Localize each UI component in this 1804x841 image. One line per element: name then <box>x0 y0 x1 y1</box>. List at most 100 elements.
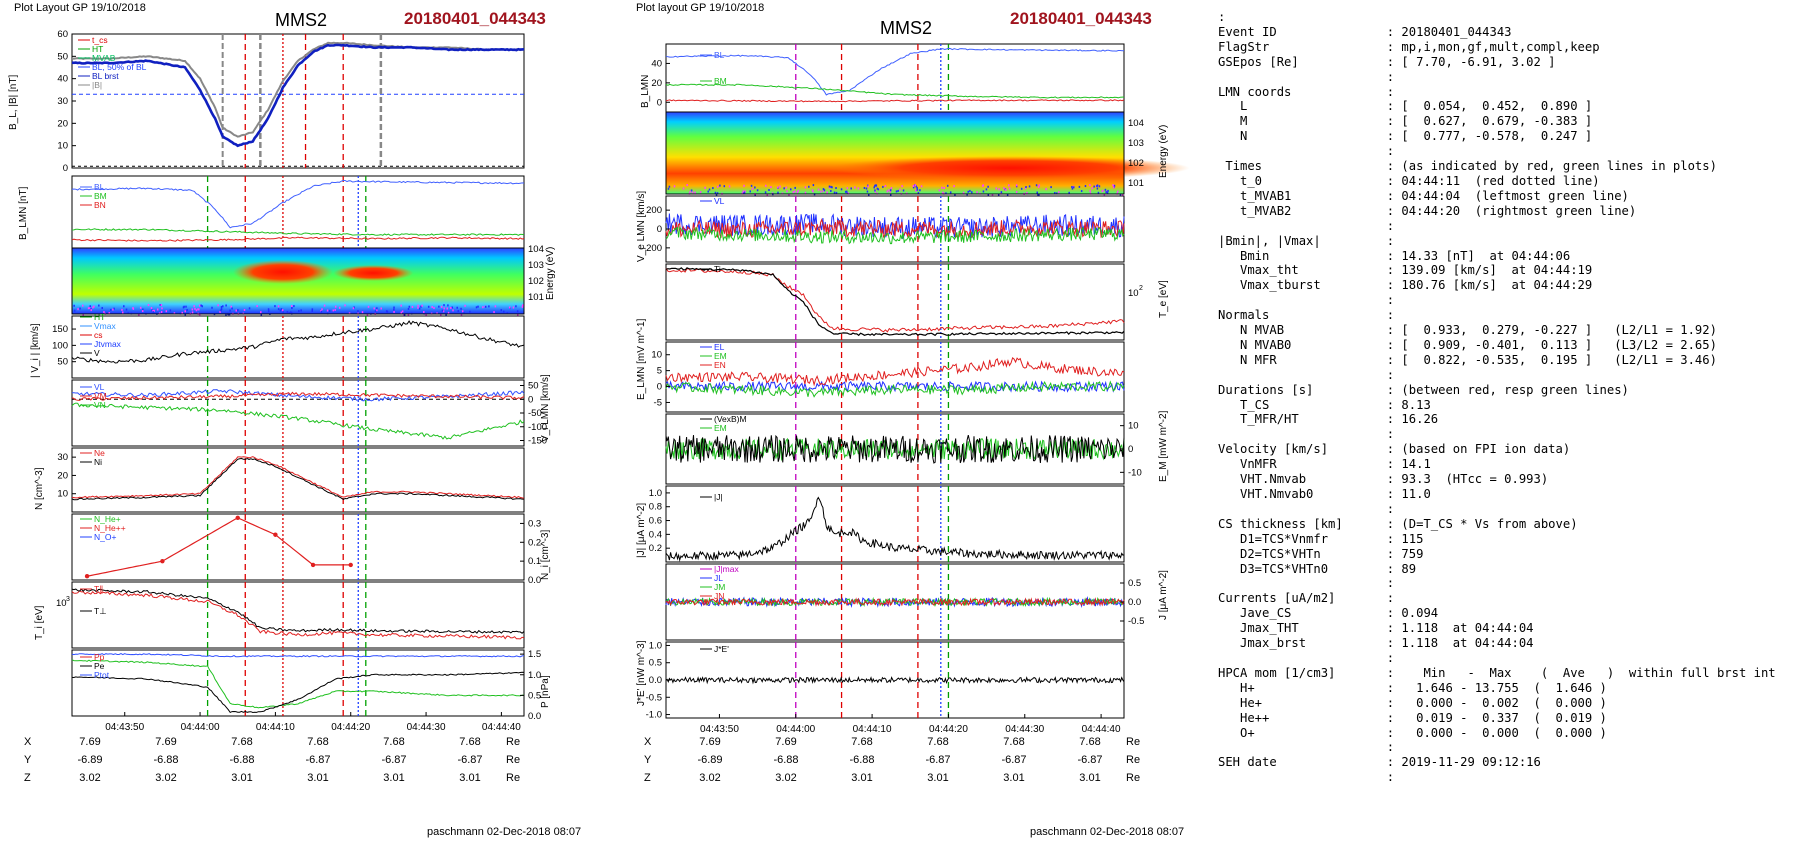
right-p2-spectrogram-speckle <box>751 187 754 190</box>
left-p3-spectrogram-speckle <box>92 306 94 309</box>
right-p9-ticklabel: -0.5 <box>646 692 662 703</box>
left-p3-spectrogram-speckle <box>508 306 511 309</box>
right-p2-spectrogram-speckle <box>846 187 849 190</box>
ephemeris-value: 7.68 <box>231 736 253 748</box>
left-p7-ticklabel: 0.2 <box>528 537 541 548</box>
right-p2-spectrogram-speckle <box>690 189 693 192</box>
info-line: LMN coords : <box>1218 84 1395 99</box>
ephemeris-value: 3.02 <box>155 772 177 784</box>
right-p2-spectrogram-speckle <box>673 185 676 188</box>
series-en <box>665 357 1125 387</box>
ephemeris-unit: Re <box>506 736 521 748</box>
right-p2-spectrogram-speckle <box>1096 187 1099 190</box>
right-p2-spectrogram-speckle <box>1091 187 1093 190</box>
left-p3-spectrogram-speckle <box>173 312 176 315</box>
right-p2-spectrogram-speckle <box>847 192 850 195</box>
right-p2-spectrogram-speckle <box>781 192 784 195</box>
right-p2-spectrogram-speckle <box>867 193 870 196</box>
left-p3-spectrogram-speckle <box>230 305 233 308</box>
left-p3-spectrogram-speckle <box>431 306 433 309</box>
left-time-axis-ticklabel: 04:43:50 <box>105 722 144 733</box>
series-v <box>71 320 525 364</box>
left-p3-spectrogram-speckle <box>267 310 270 313</box>
right-p7-ticklabel: 0.8 <box>649 502 662 513</box>
right-p2-spectrogram-speckle <box>895 190 898 193</box>
left-p4-legend-entry: HT <box>94 312 105 322</box>
right-p2-spectrogram-speckle <box>817 188 820 191</box>
right-p2-spectrogram-speckle <box>1078 185 1081 188</box>
left-p3-spectrogram-speckle <box>121 311 124 314</box>
left-p3-spectrogram-speckle <box>407 307 410 310</box>
right-p2-spectrogram-speckle <box>797 189 799 192</box>
left-p3-spectrogram-speckle <box>235 309 237 312</box>
right-p2-spectrogram-speckle <box>1000 192 1002 195</box>
right-p7-frame <box>665 485 1125 563</box>
left-p3-spectrogram-speckle <box>500 309 503 312</box>
right-p3-ticklabel: -200 <box>643 243 662 254</box>
right-time-axis-ticklabel: 04:44:10 <box>853 724 892 735</box>
left-p3-spectrogram-speckle <box>460 307 462 310</box>
right-p2-spectrogram-speckle <box>777 191 779 194</box>
right-p2-spectrogram-speckle <box>991 193 994 196</box>
right-p2-spectrogram-speckle <box>741 192 744 195</box>
left-p3-spectrogram-speckle <box>450 306 452 309</box>
right-p2-spectrogram-speckle <box>1015 185 1018 188</box>
series-vm <box>71 391 525 401</box>
ephemeris-value: 7.69 <box>79 736 101 748</box>
left-p4-legend-entry: cs <box>94 330 103 340</box>
left-p3-spectrogram-speckle <box>165 310 168 313</box>
left-p3-spectrogram-speckle <box>138 313 140 316</box>
info-line: Vmax_tburst : 180.76 [km/s] at 04:44:29 <box>1218 278 1593 293</box>
left-p3-spectrogram-speckle <box>493 311 495 314</box>
right-p7-ticklabel: 1.0 <box>649 488 662 499</box>
left-p5-legend-entry: VL <box>94 382 105 392</box>
right-p2-spectrogram-speckle <box>886 190 889 193</box>
right-p2-spectrogram-speckle <box>768 189 770 192</box>
left-p3-spectrogram-speckle <box>438 305 440 308</box>
right-p2-spectrogram-speckle <box>714 191 717 194</box>
left-p3-spectrogram-speckle <box>225 313 227 316</box>
right-p2-spectrogram-speckle <box>874 189 876 192</box>
ephemeris-row-label: Z <box>644 772 651 784</box>
right-p2-spectrogram-background <box>666 112 1124 194</box>
right-p2-spectrogram-speckle <box>712 187 714 190</box>
left-p3-spectrogram-speckle <box>127 311 129 314</box>
right-p2-spectrogram-speckle <box>822 188 825 191</box>
left-p4-ticklabel: 150 <box>52 324 68 335</box>
left-footer: paschmann 02-Dec-2018 08:07 <box>427 826 582 838</box>
left-p3-spectrogram-speckle <box>260 311 262 314</box>
left-p3-spectrogram-speckle <box>366 313 369 316</box>
left-p3-spectrogram-speckle <box>393 308 395 311</box>
info-line: : <box>1218 501 1395 516</box>
right-p2-spectrogram-speckle <box>792 191 795 194</box>
ephemeris-row-label: Y <box>24 754 32 766</box>
right-p2-ticklabel: 101 <box>1128 178 1144 189</box>
info-line: Times : (as indicated by red, green line… <box>1218 159 1717 174</box>
right-p2-spectrogram-speckle <box>686 184 688 187</box>
left-p3-spectrogram-speckle <box>291 304 293 307</box>
left-p3-spectrogram-speckle <box>517 313 519 316</box>
left-p3-spectrogram-speckle <box>182 306 185 309</box>
right-p1-ylabel: B_LMN <box>640 74 651 108</box>
info-line: N MVAB0 : [ 0.909, -0.401, 0.113 ] (L3/L… <box>1218 337 1717 352</box>
left-p3-spectrogram-speckle <box>147 304 150 307</box>
right-p2-spectrogram-speckle <box>971 191 973 194</box>
series-t-perp <box>71 588 525 634</box>
series-vexb-m <box>665 434 1125 464</box>
left-p1-ticklabel: 0 <box>63 163 68 174</box>
right-p2-spectrogram-speckle <box>897 189 899 192</box>
right-p2-spectrogram-speckle <box>1105 191 1107 194</box>
left-p3-spectrogram-speckle <box>521 305 524 308</box>
left-p3-spectrogram-speckle <box>267 308 270 311</box>
info-line: HPCA mom [1/cm3] : Min - Max ( Ave ) wit… <box>1218 665 1776 680</box>
left-p3-spectrogram-speckle <box>113 307 115 310</box>
series-j-abs <box>665 496 1125 562</box>
right-event-id: 20180401_044343 <box>1010 9 1152 28</box>
right-p2-spectrogram-speckle <box>742 190 745 193</box>
right-p2-ticklabel: 102 <box>1128 158 1144 169</box>
right-p2-spectrogram-speckle <box>844 190 847 193</box>
left-p1-legend-entry: MVAB <box>92 53 116 63</box>
right-p2-spectrogram-speckle <box>1089 190 1091 193</box>
left-p3-spectrogram-speckle <box>456 306 458 309</box>
